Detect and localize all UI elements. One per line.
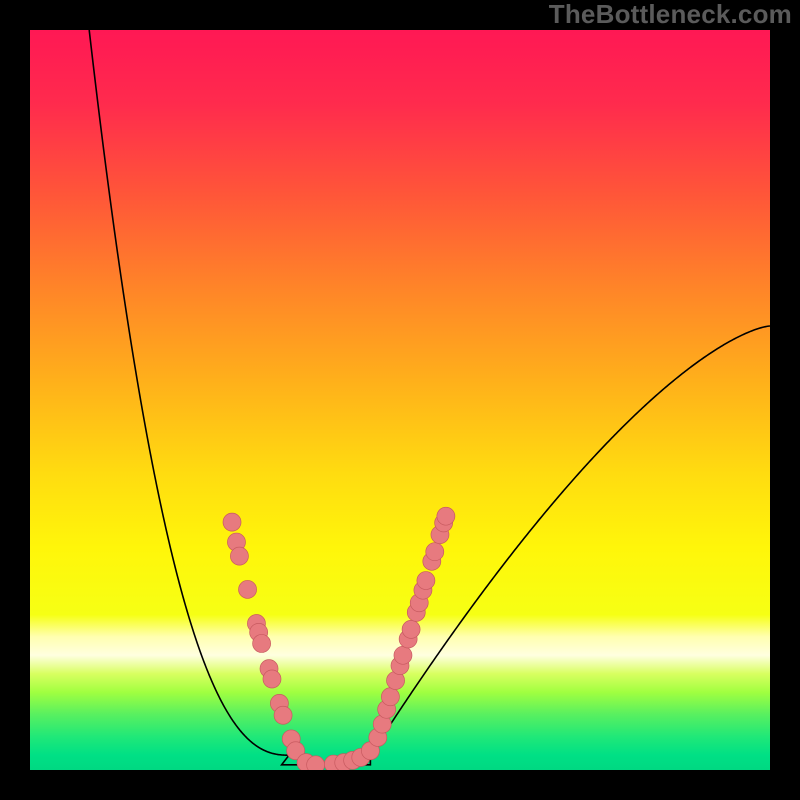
data-point: [223, 513, 241, 531]
data-point: [239, 580, 257, 598]
chart-svg: [0, 0, 800, 800]
data-point: [426, 543, 444, 561]
data-point: [381, 688, 399, 706]
data-point: [230, 547, 248, 565]
data-point: [402, 620, 420, 638]
data-point: [274, 706, 292, 724]
watermark-text: TheBottleneck.com: [549, 0, 792, 28]
data-point: [417, 572, 435, 590]
data-point: [263, 670, 281, 688]
data-point: [437, 507, 455, 525]
data-point: [253, 634, 271, 652]
data-point: [394, 646, 412, 664]
